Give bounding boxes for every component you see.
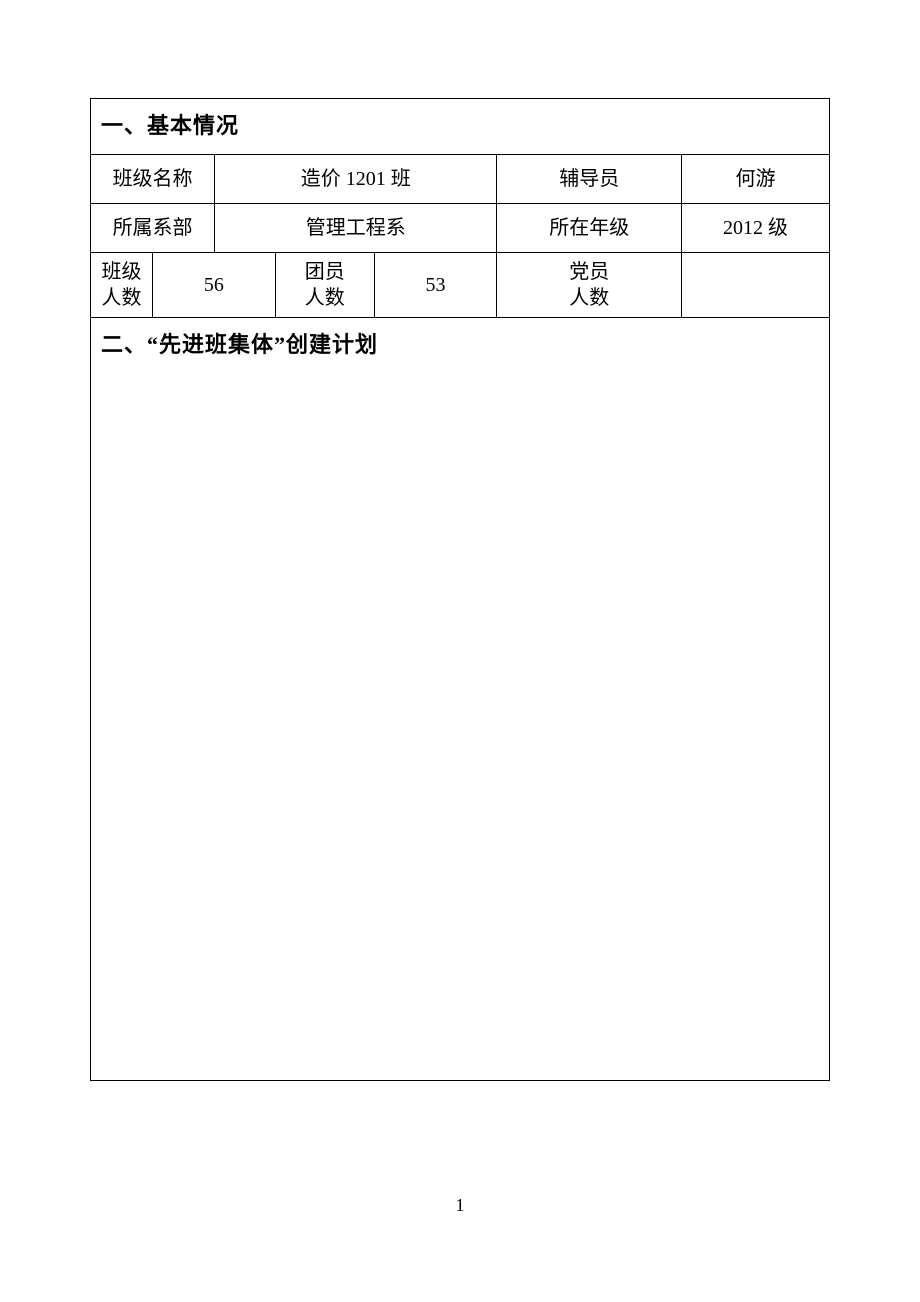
member-count-value: 53 [374,252,497,317]
document-page: 一、基本情况 班级名称 造价 1201 班 辅导员 何游 所属系部 管理工程系 … [0,0,920,1081]
party-count-label-line2: 人数 [569,287,609,309]
party-count-label: 党员 人数 [497,252,682,317]
class-count-label-line1: 班级 [102,261,142,283]
counselor-value: 何游 [682,154,830,203]
plan-content-area [91,373,830,1081]
grade-value: 2012 级 [682,203,830,252]
member-count-label-line1: 团员 [305,261,345,283]
class-count-value: 56 [153,252,276,317]
counselor-label: 辅导员 [497,154,682,203]
section1-title: 一、基本情况 [91,99,830,155]
member-count-label: 团员 人数 [275,252,374,317]
class-name-label: 班级名称 [91,154,215,203]
class-count-label: 班级 人数 [91,252,153,317]
form-table: 一、基本情况 班级名称 造价 1201 班 辅导员 何游 所属系部 管理工程系 … [90,98,830,1081]
party-count-label-line1: 党员 [569,261,609,283]
member-count-label-line2: 人数 [305,287,345,309]
page-number: 1 [0,1195,920,1216]
department-label: 所属系部 [91,203,215,252]
party-count-value [682,252,830,317]
grade-label: 所在年级 [497,203,682,252]
class-count-label-line2: 人数 [102,287,142,309]
class-name-value: 造价 1201 班 [215,154,497,203]
department-value: 管理工程系 [215,203,497,252]
section2-title: 二、“先进班集体”创建计划 [91,317,830,372]
